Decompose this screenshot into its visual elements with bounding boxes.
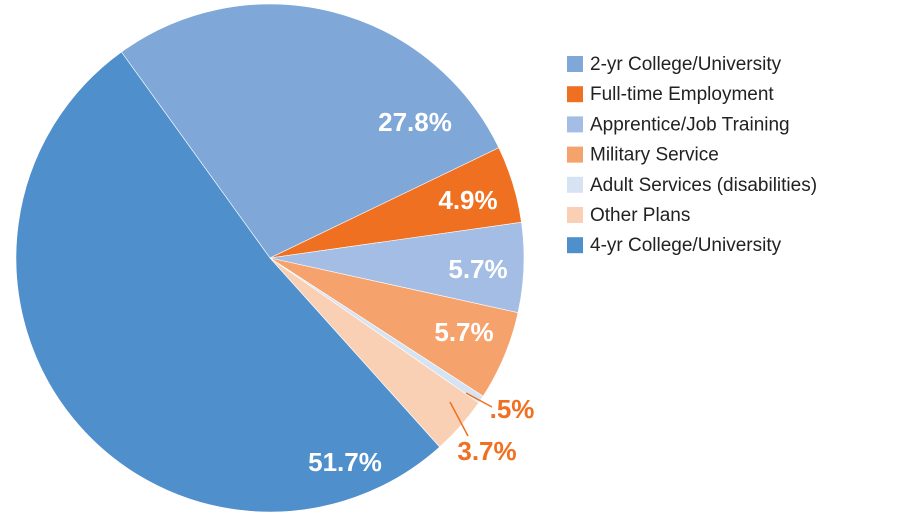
legend-swatch [567,86,583,103]
legend-swatch [567,207,583,223]
leader-line [449,401,469,437]
data-label: 4.9% [438,185,497,215]
legend-swatch [567,237,583,254]
data-label: .5% [490,394,535,424]
legend-label: 2-yr College/University [590,54,782,75]
legend-label: Full-time Employment [590,84,774,105]
legend: 2-yr College/University Full-time Employm… [567,54,817,256]
legend-swatch [567,56,583,72]
legend-swatch [567,146,583,163]
labels: 27.8% 4.9% 5.7% 5.7% .5% 3.7% 51.7% [308,107,534,477]
slice [121,3,500,259]
legend-label: Military Service [590,145,719,166]
legend-label: 4-yr College/University [590,235,782,256]
legend-swatch [567,116,583,133]
legend-label: Apprentice/Job Training [590,114,790,135]
slice [15,51,441,512]
legend-label: Adult Services (disabilities) [590,175,817,196]
legend-label: Other Plans [590,205,690,226]
data-label: 5.7% [434,317,493,347]
data-label: 51.7% [308,447,382,477]
data-label: 3.7% [457,436,516,466]
legend-swatch [567,176,583,193]
data-label: 5.7% [448,254,507,284]
pie [15,3,525,512]
data-label: 27.8% [378,107,452,137]
leader-line [465,392,493,408]
